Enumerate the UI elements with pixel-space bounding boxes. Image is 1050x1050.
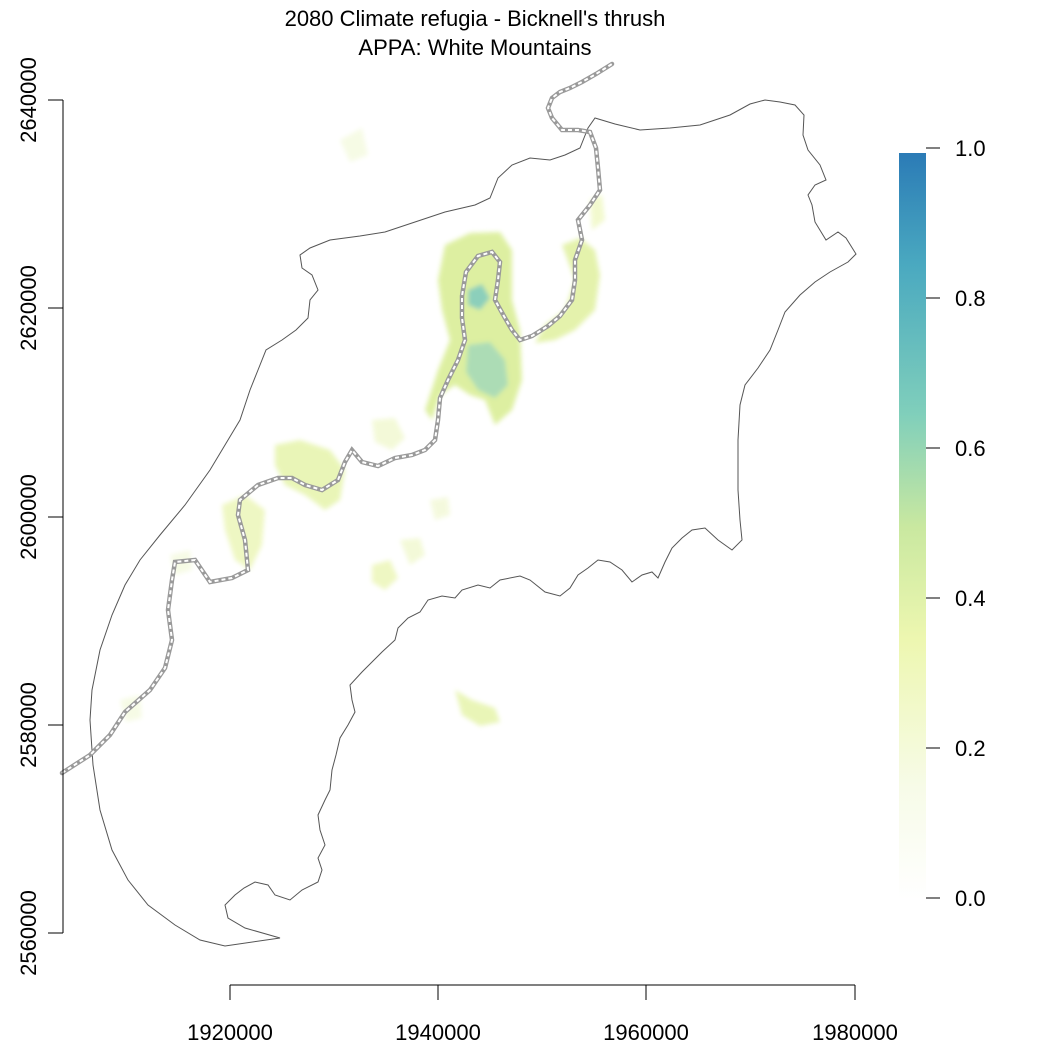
legend-ticks <box>926 147 940 899</box>
legend-label: 0.4 <box>955 586 986 611</box>
refugia-east-tip <box>590 195 605 230</box>
refugia-south-1 <box>372 560 398 590</box>
y-tick-label: 2600000 <box>16 474 41 560</box>
refugia-central-high <box>466 342 508 398</box>
legend-label: 0.2 <box>955 736 986 761</box>
y-axis <box>48 99 64 934</box>
refugia-south-3 <box>455 690 500 726</box>
legend-label: 0.8 <box>955 286 986 311</box>
refugia-peak <box>468 284 490 310</box>
title-line-2: APPA: White Mountains <box>358 35 591 60</box>
legend-label: 0.6 <box>955 436 986 461</box>
refugia-north-speck <box>340 128 368 162</box>
x-tick-label: 1980000 <box>812 1020 898 1045</box>
region-boundary <box>89 99 857 947</box>
refugia-west <box>275 440 345 510</box>
refugia-west-3 <box>372 418 405 450</box>
appalachian-trail <box>59 61 615 776</box>
y-tick-label: 2560000 <box>16 890 41 976</box>
y-tick-label: 2640000 <box>16 57 41 143</box>
refugia-east <box>535 238 600 343</box>
title-line-1: 2080 Climate refugia - Bicknell's thrush <box>285 6 666 31</box>
legend-label: 1.0 <box>955 136 986 161</box>
y-tick-label: 2580000 <box>16 682 41 768</box>
x-tick-label: 1960000 <box>603 1020 689 1045</box>
x-axis <box>229 984 856 1000</box>
x-tick-label: 1940000 <box>395 1020 481 1045</box>
legend-colorbar <box>899 153 926 900</box>
legend-label: 0.0 <box>955 886 986 911</box>
y-tick-label: 2620000 <box>16 265 41 351</box>
refugia-south-2 <box>400 538 425 565</box>
refugia-raster <box>120 128 605 726</box>
refugia-c-speck <box>430 497 450 520</box>
x-tick-label: 1920000 <box>187 1020 273 1045</box>
